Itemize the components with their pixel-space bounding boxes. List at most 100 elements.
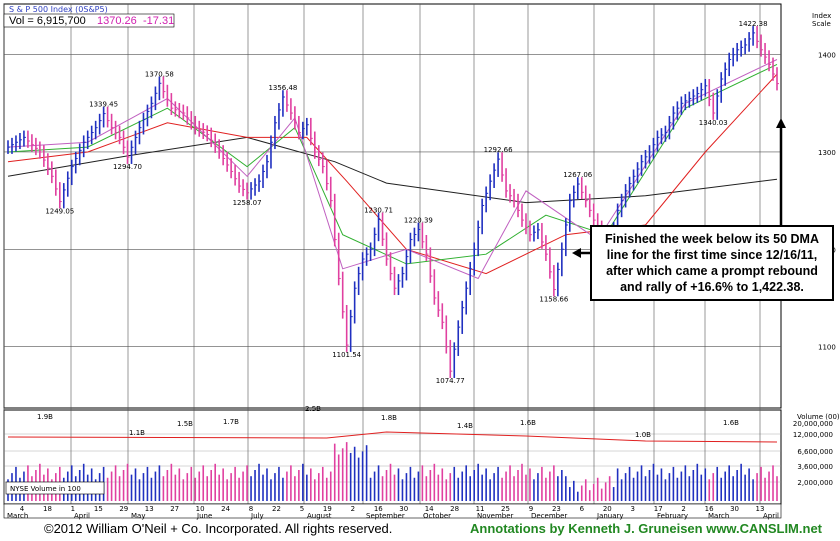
x-day-tick: 30 bbox=[730, 505, 739, 513]
volume-annotation: 1.6B bbox=[723, 419, 739, 427]
change-readout: -17.31 bbox=[143, 15, 174, 27]
x-day-tick: 15 bbox=[94, 505, 103, 513]
volume-ma-line bbox=[7, 431, 778, 443]
volume-tick-label: 2,000,000 bbox=[797, 479, 833, 487]
index-scale-label: Index Scale bbox=[812, 12, 834, 28]
x-month-label: November bbox=[477, 512, 514, 520]
chart-title: S & P 500 Index (0S&P5) bbox=[9, 5, 108, 14]
callout-line-2: line for the first time since 12/16/11, bbox=[607, 248, 818, 262]
x-day-tick: 25 bbox=[501, 505, 510, 513]
x-month-label: October bbox=[423, 512, 451, 520]
price-tick-label: 1100 bbox=[818, 344, 836, 352]
x-day-tick: 2 bbox=[681, 505, 685, 513]
ma-line bbox=[7, 73, 778, 275]
copyright: ©2012 William O'Neil + Co. Incorporated.… bbox=[44, 521, 393, 536]
volume-legend: NYSE Volume in 100 bbox=[10, 485, 81, 493]
volume-annotation: 1.8B bbox=[381, 414, 397, 422]
callout-box bbox=[590, 225, 834, 301]
x-day-tick: 20 bbox=[603, 505, 612, 513]
price-annotation: 1370.58 bbox=[145, 70, 174, 78]
price-annotation: 1158.66 bbox=[539, 296, 568, 304]
callout-arrowhead-left bbox=[572, 248, 581, 258]
volume-readout: Vol = 6,915,700 bbox=[9, 15, 86, 27]
volume-tick-label: 6,600,000 bbox=[797, 448, 833, 456]
header-box bbox=[3, 13, 175, 28]
callout-line-1: Finished the week below its 50 DMA bbox=[605, 232, 819, 246]
x-day-tick: 8 bbox=[249, 505, 253, 513]
x-day-tick: 28 bbox=[450, 505, 459, 513]
x-day-tick: 9 bbox=[529, 505, 533, 513]
x-day-tick: 27 bbox=[170, 505, 179, 513]
x-month-label: May bbox=[131, 512, 145, 520]
x-day-tick: 1 bbox=[71, 505, 75, 513]
x-month-label: June bbox=[196, 512, 212, 520]
volume-annotation: 1.1B bbox=[129, 429, 145, 437]
x-month-label: February bbox=[657, 512, 688, 520]
price-annotation: 1422.38 bbox=[739, 20, 768, 28]
x-day-tick: 23 bbox=[552, 505, 561, 513]
price-annotation: 1294.70 bbox=[113, 163, 142, 171]
price-annotation: 1356.48 bbox=[268, 84, 297, 92]
x-day-tick: 16 bbox=[374, 505, 383, 513]
x-month-label: December bbox=[531, 512, 567, 520]
price-annotation: 1267.06 bbox=[563, 171, 592, 179]
x-day-tick: 2 bbox=[351, 505, 355, 513]
price-annotation: 1340.03 bbox=[699, 119, 728, 127]
volume-tick-label: 20,000,000 bbox=[793, 420, 833, 428]
volume-axis-label: Volume (00) bbox=[797, 413, 840, 421]
x-month-label: April bbox=[763, 512, 779, 520]
x-day-tick: 18 bbox=[43, 505, 52, 513]
price-annotation: 1339.45 bbox=[89, 101, 118, 109]
x-day-tick: 14 bbox=[425, 505, 434, 513]
x-day-tick: 19 bbox=[323, 505, 332, 513]
x-axis: 4 18 1 15 29 13 27 10 24 8 22 5 19 2 16 30 14 28 11 25 9 23 6 2… bbox=[3, 503, 782, 520]
callout-line-3: after which came a prompt rebound bbox=[606, 264, 818, 278]
volume-panel bbox=[3, 409, 782, 505]
volume-annotation: 1.5B bbox=[177, 420, 193, 428]
x-month-label: March bbox=[708, 512, 729, 520]
x-day-tick: 29 bbox=[119, 505, 128, 513]
price-annotation: 1258.07 bbox=[233, 199, 262, 207]
x-day-tick: 30 bbox=[399, 505, 408, 513]
volume-annotation: 2.5B bbox=[305, 405, 321, 413]
volume-tick-label: 3,600,000 bbox=[797, 463, 833, 471]
price-bars bbox=[7, 26, 779, 378]
x-day-tick: 4 bbox=[20, 505, 25, 513]
volume-annotation: 1.7B bbox=[223, 418, 239, 426]
price-tick-label: 1300 bbox=[818, 149, 836, 157]
x-day-tick: 16 bbox=[705, 505, 714, 513]
price-annotation: 1292.66 bbox=[484, 146, 513, 154]
price-annotation: 1230.71 bbox=[364, 206, 393, 214]
volume-tick-label: 12,000,000 bbox=[793, 431, 833, 439]
x-day-tick: 6 bbox=[580, 505, 585, 513]
callout-arrowhead-up bbox=[776, 118, 786, 128]
x-month-label: September bbox=[366, 512, 405, 520]
price-tick-label: 1400 bbox=[818, 52, 836, 60]
price-annotation: 1220.39 bbox=[404, 216, 433, 224]
volume-legend-box bbox=[5, 481, 105, 495]
x-month-label: April bbox=[74, 512, 90, 520]
price-readout: 1370.26 bbox=[97, 15, 137, 27]
x-month-label: March bbox=[7, 512, 28, 520]
price-annotation: 1074.77 bbox=[436, 377, 465, 385]
x-day-tick: 11 bbox=[476, 505, 485, 513]
x-axis-strip bbox=[3, 503, 782, 519]
price-annotation: 1249.05 bbox=[45, 208, 74, 216]
price-panel bbox=[3, 3, 782, 409]
x-day-tick: 22 bbox=[272, 505, 281, 513]
x-month-label: January bbox=[596, 512, 624, 520]
callout-line-4: and rally of +16.6% to 1,422.38. bbox=[620, 280, 804, 294]
x-day-tick: 24 bbox=[221, 505, 230, 513]
x-month-label: July bbox=[250, 512, 264, 520]
volume-annotation: 1.9B bbox=[37, 413, 53, 421]
annotations-credit: Annotations by Kenneth J. Gruneisen www.… bbox=[470, 521, 822, 536]
volume-annotation: 1.6B bbox=[520, 419, 536, 427]
x-month-label: August bbox=[307, 512, 332, 520]
x-day-tick: 13 bbox=[145, 505, 154, 513]
x-day-tick: 10 bbox=[196, 505, 205, 513]
x-day-tick: 3 bbox=[631, 505, 635, 513]
x-day-tick: 5 bbox=[300, 505, 304, 513]
volume-annotation: 1.4B bbox=[457, 422, 473, 430]
x-day-tick: 13 bbox=[756, 505, 765, 513]
